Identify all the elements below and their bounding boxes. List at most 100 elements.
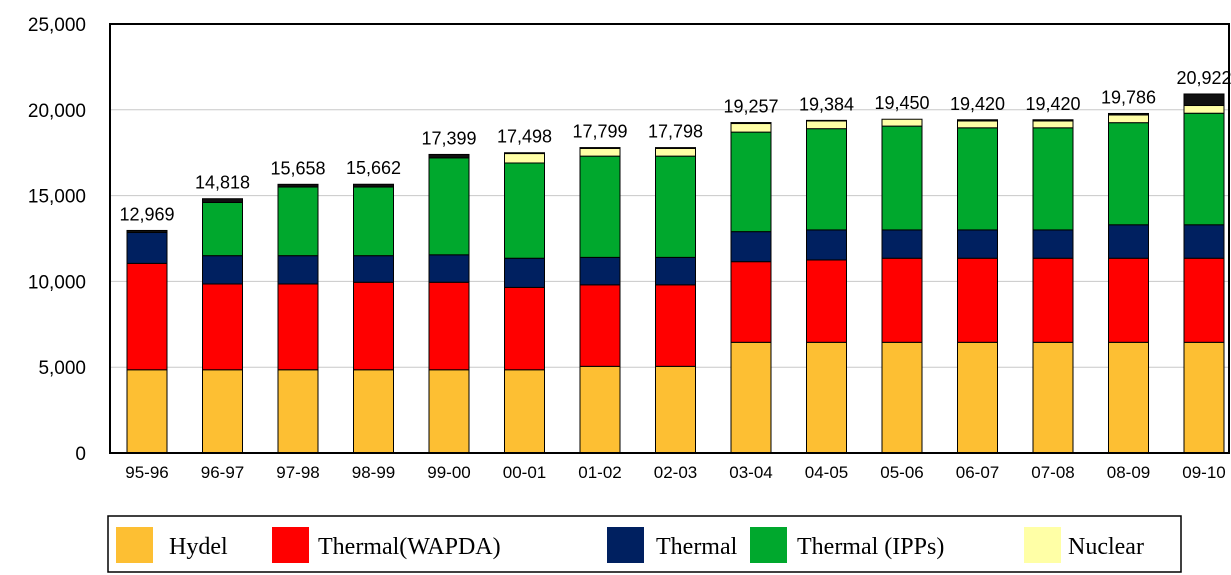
bar-segment-cap [353, 183, 394, 188]
legend-label: Thermal [656, 534, 738, 560]
bar-segment-thermal-ipps- [579, 155, 621, 258]
bar-segment-thermal-wapda- [1183, 257, 1225, 343]
bar-segment-thermal-wapda- [126, 262, 168, 371]
total-label: 17,798 [648, 122, 703, 142]
legend-label: Thermal(WAPDA) [318, 534, 501, 560]
x-tick-label: 00-01 [503, 463, 546, 482]
total-label: 15,658 [270, 158, 325, 178]
total-label: 19,384 [799, 94, 854, 114]
total-label: 19,786 [1101, 87, 1156, 107]
total-labels: 12,969 14,818 15,658 15,662 17,399 17,498 17,7… [119, 68, 1231, 224]
legend-label: Nuclear [1068, 534, 1144, 560]
bar-segment-hydel [202, 369, 243, 454]
legend-swatch-hydel [116, 527, 153, 563]
bar-segment-thermal [202, 255, 243, 285]
bar-segment-thermal-wapda- [1032, 257, 1074, 343]
bar-segment-nuclear [1108, 114, 1149, 124]
y-tick-label: 0 [75, 444, 86, 465]
bar-segment-cap [957, 119, 998, 122]
bar-segment-cap [655, 147, 696, 149]
legend-swatch-thermal-ipps- [750, 527, 787, 563]
bar-segment-thermal [806, 229, 847, 261]
legend-swatch-nuclear [1024, 527, 1061, 563]
bar-segment-hydel [504, 369, 545, 454]
bar-segment-thermal-wapda- [655, 284, 696, 367]
legend: Hydel Thermal(WAPDA) Thermal Thermal (IPPs)… [107, 515, 1182, 573]
bar-segment-thermal [881, 229, 923, 259]
bar-segment-thermal-ipps- [957, 127, 998, 231]
bar-segment-thermal-wapda- [353, 281, 394, 371]
bar-segment-hydel [428, 369, 470, 454]
bar-segment-thermal-ipps- [806, 128, 847, 231]
bar-segment-thermal [655, 256, 696, 286]
y-tick-label: 10,000 [28, 272, 86, 293]
x-tick-label: 09-10 [1182, 463, 1225, 482]
bar-segment-thermal [277, 255, 319, 285]
x-tick-label: 08-09 [1107, 463, 1150, 482]
bar-segment-nuclear [730, 123, 772, 133]
bar-segment-hydel [881, 341, 923, 454]
bar-segment-hydel [655, 365, 696, 454]
y-tick-label: 25,000 [28, 15, 86, 36]
bar-segment-thermal-ipps- [730, 131, 772, 233]
y-axis-ticks: 0 5,000 10,000 15,000 20,000 25,000 [28, 15, 86, 465]
total-label: 19,257 [723, 97, 778, 117]
x-tick-label: 05-06 [880, 463, 923, 482]
bar-segment-nuclear [579, 147, 621, 157]
bar-segment-thermal-ipps- [277, 186, 319, 257]
bars [126, 93, 1225, 454]
bar-segment-thermal-wapda- [881, 257, 923, 343]
bar-segment-thermal [957, 229, 998, 259]
bar-segment-cap [277, 183, 319, 188]
bar-segment-thermal-wapda- [428, 281, 470, 371]
bar-segment-cap [1108, 112, 1149, 116]
bar-segment-thermal-wapda- [504, 286, 545, 371]
total-label: 19,450 [874, 93, 929, 113]
legend-box [107, 515, 1182, 573]
x-tick-label: 02-03 [654, 463, 697, 482]
bar-segment-cap [1032, 119, 1074, 122]
total-label: 14,818 [195, 173, 250, 193]
bar-segment-thermal-wapda- [730, 261, 772, 343]
legend-label: Hydel [169, 534, 228, 560]
bar-segment-hydel [1108, 341, 1149, 454]
total-label: 19,420 [1025, 94, 1080, 114]
legend-swatch-thermal [607, 527, 644, 563]
bar-segment-thermal-wapda- [579, 284, 621, 367]
bar-segment-thermal [1108, 224, 1149, 259]
x-tick-label: 96-97 [201, 463, 244, 482]
bar-segment-nuclear [806, 120, 847, 130]
x-tick-label: 07-08 [1031, 463, 1074, 482]
total-label: 15,662 [346, 158, 401, 178]
bar-segment-thermal [428, 254, 470, 283]
bar-segment-hydel [579, 365, 621, 454]
bar-segment-nuclear [504, 153, 545, 164]
bar-segment-hydel [730, 341, 772, 454]
bar-segment-thermal-wapda- [202, 283, 243, 371]
legend-label: Thermal (IPPs) [797, 534, 944, 560]
bar-segment-cap [504, 152, 545, 155]
bar-segment-thermal-ipps- [1032, 127, 1074, 231]
y-tick-label: 20,000 [28, 101, 86, 122]
bar-segment-thermal-ipps- [504, 162, 545, 259]
total-label: 17,399 [421, 128, 476, 148]
bar-segment-hydel [353, 369, 394, 454]
bar-segment-thermal-ipps- [1108, 122, 1149, 226]
x-tick-label: 06-07 [956, 463, 999, 482]
bar-segment-thermal [353, 255, 394, 283]
bar-segment-thermal [126, 231, 168, 264]
bar-segment-thermal-wapda- [806, 259, 847, 343]
bar-segment-thermal-ipps- [881, 125, 923, 231]
legend-swatch-thermal-wapda- [272, 527, 309, 563]
y-tick-label: 15,000 [28, 187, 86, 208]
bar-segment-nuclear [881, 118, 923, 127]
total-label: 12,969 [119, 204, 174, 224]
bar-segment-hydel [806, 341, 847, 454]
bar-segment-hydel [126, 369, 168, 454]
total-label: 19,420 [950, 94, 1005, 114]
bar-segment-nuclear [1032, 120, 1074, 129]
bar-segment-thermal-wapda- [277, 283, 319, 371]
x-tick-label: 99-00 [427, 463, 470, 482]
x-tick-label: 04-05 [805, 463, 848, 482]
